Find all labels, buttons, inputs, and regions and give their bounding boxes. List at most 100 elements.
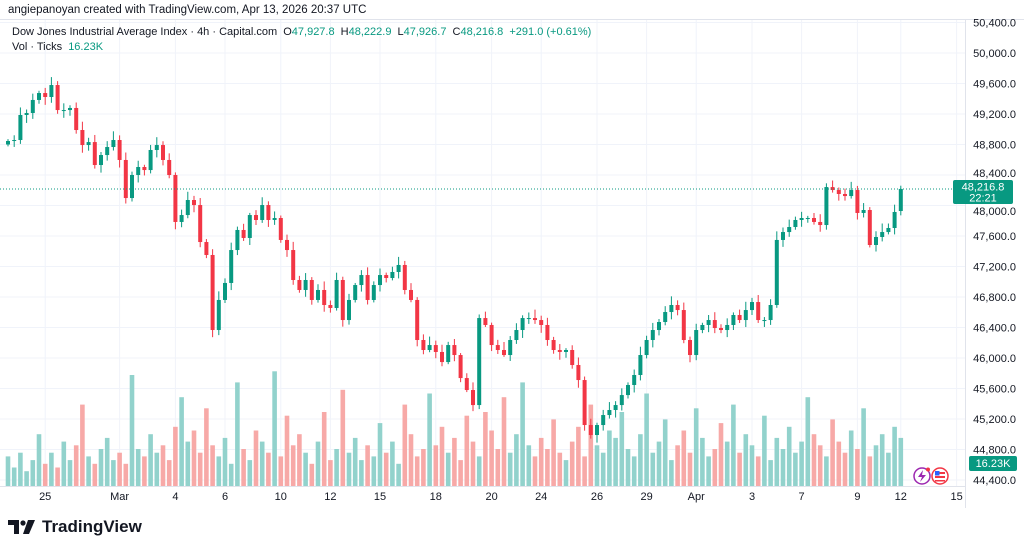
candle-body <box>179 215 184 222</box>
candle <box>433 340 438 359</box>
candle <box>843 188 847 201</box>
symbol-title[interactable]: Dow Jones Industrial Average Index · 4h … <box>12 26 278 38</box>
candle-body <box>24 113 29 115</box>
volume-bar <box>495 449 501 486</box>
volume-bar <box>458 460 463 486</box>
time-tick-label: 6 <box>222 491 228 503</box>
volume-bar <box>507 452 513 486</box>
volume-bar <box>712 449 718 486</box>
candle-body <box>799 218 804 220</box>
volume-value: 16.23K <box>68 41 104 53</box>
time-tick-label: 12 <box>895 491 907 503</box>
volume-bar <box>179 397 184 486</box>
candle-body <box>663 312 668 323</box>
candle <box>347 293 351 325</box>
candle <box>421 334 426 355</box>
volume-bar <box>55 467 60 486</box>
volume-bar <box>762 415 767 486</box>
candle <box>861 203 866 218</box>
candle-body <box>148 149 153 171</box>
grid-lines <box>0 20 965 486</box>
volume-bar <box>879 434 885 486</box>
volume-bar <box>173 426 178 486</box>
volume-bar <box>644 393 649 486</box>
candle-body <box>285 239 289 251</box>
tradingview-brand: TradingView <box>42 517 142 536</box>
volume-bar <box>836 441 842 486</box>
price-axis[interactable]: 50,400.0 50,000.0 49,600.0 49,200.0 48,800.0… <box>973 18 1016 488</box>
volume-bar <box>315 441 321 486</box>
candle-body <box>613 405 618 411</box>
volume-bar <box>30 460 36 486</box>
candle <box>409 283 413 303</box>
candle <box>396 256 401 279</box>
candle <box>278 215 283 243</box>
candle-body <box>384 275 389 279</box>
volume-bar <box>501 397 507 486</box>
candle-body <box>526 318 531 320</box>
candle <box>700 322 705 334</box>
volume-bar <box>669 460 674 486</box>
volume-label[interactable]: Vol · Ticks <box>12 41 63 53</box>
tradingview-logo[interactable]: TradingView <box>8 517 142 537</box>
low-value: 47,926.7 <box>403 26 447 38</box>
candle <box>111 131 116 151</box>
candle-body <box>601 415 606 426</box>
candle <box>378 268 382 292</box>
volume-bar <box>861 408 866 486</box>
time-axis[interactable]: 25 Mar 4 6 10 12 15 18 20 24 26 29 Apr 3 7 9 12 15 <box>39 491 963 503</box>
candle-body <box>43 93 48 97</box>
candle <box>359 270 364 292</box>
candle-body <box>316 289 320 300</box>
candle-body <box>657 322 661 331</box>
candle-body <box>793 219 798 228</box>
candle-body <box>440 351 444 363</box>
candle <box>725 318 730 338</box>
time-tick-label: 9 <box>854 491 860 503</box>
volume-bar <box>681 430 687 486</box>
candle <box>198 198 203 248</box>
volume-bar <box>414 456 420 486</box>
candle <box>340 276 345 327</box>
candle <box>836 187 841 201</box>
candle-body <box>588 425 593 436</box>
volume-bar <box>749 445 755 486</box>
candle-body <box>142 166 147 171</box>
volume-bar <box>247 460 253 486</box>
volume-bar <box>129 375 135 486</box>
volume-bar <box>352 437 358 486</box>
candle-body <box>452 345 457 356</box>
candle-body <box>55 85 60 111</box>
volume-bar <box>452 437 457 486</box>
candle <box>216 291 221 336</box>
candle <box>204 239 209 259</box>
candle <box>663 306 668 326</box>
candle <box>793 216 798 230</box>
volume-bar <box>272 371 277 486</box>
candle-body <box>607 410 612 416</box>
volume-bar <box>166 460 172 486</box>
volume-bar <box>408 434 414 486</box>
candle-body <box>781 232 785 240</box>
candle-body <box>68 107 72 111</box>
price-tick-label: 45,600.0 <box>973 384 1016 396</box>
time-tick-label: 25 <box>39 491 51 503</box>
volume-bar <box>489 430 494 486</box>
volume-bar <box>49 452 54 486</box>
volume-bar <box>142 456 147 486</box>
us-flag-icon[interactable] <box>931 467 949 485</box>
candle-body <box>489 324 494 346</box>
volume-bar <box>662 419 668 486</box>
lightning-icon[interactable] <box>913 467 931 485</box>
volume-bar <box>526 445 532 486</box>
volume-bar <box>222 437 228 486</box>
volume-bar <box>687 452 693 486</box>
price-tick-label: 47,600.0 <box>973 231 1016 243</box>
candle-body <box>278 218 283 240</box>
candle <box>805 215 810 223</box>
volume-bar <box>631 456 637 486</box>
candles <box>6 77 903 443</box>
volume-bar <box>805 397 811 486</box>
candle <box>272 211 277 225</box>
